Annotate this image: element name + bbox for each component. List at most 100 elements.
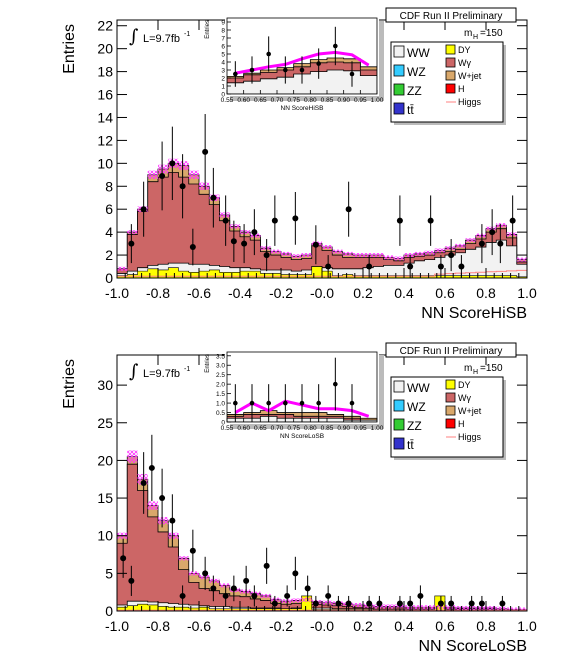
panel1-data-point (284, 592, 291, 599)
panel1-y-tick-label: 5 (105, 565, 113, 581)
panel1-inset-x-tick-label: 0.65 (254, 425, 267, 432)
panel1-legend-swatch (445, 418, 456, 429)
panel1-data-point (128, 577, 135, 584)
panel1-data-point (312, 600, 319, 607)
panel0-legend-swatch (445, 44, 456, 55)
panel0-inset-x-tick-label: 0.75 (287, 97, 300, 104)
panel1-x-tick-label: -0.8 (146, 618, 170, 634)
panel1-x-axis-label: NN ScoreLoSB (419, 638, 528, 655)
panel0-uncertainty-band (434, 248, 445, 253)
panel0-uncertainty-band (199, 182, 210, 190)
panel1-inset-x-label: NN ScoreLoSB (280, 433, 324, 440)
panel0-data-point (128, 240, 135, 247)
panel1-uncertainty-band (127, 450, 138, 463)
panel1-uncertainty-band (414, 605, 425, 610)
panel1-inset-data-point (349, 400, 355, 406)
panel0-inset-x-tick-label: 0.55 (221, 97, 234, 104)
panel0-uncertainty-band (506, 232, 517, 237)
panel1-data-point (189, 547, 196, 554)
panel1-lumi-text: L=9.7fb (143, 368, 180, 380)
panel0-data-point (312, 241, 319, 248)
panel1-inset-y-tick-label: 3.5 (216, 353, 225, 360)
panel1-y-tick-label: 30 (97, 377, 113, 393)
panel1-x-tick-label: 1.0 (517, 618, 537, 634)
panel0-legend-swatch (445, 70, 456, 81)
panel0-mass-subscript: H (473, 34, 478, 41)
panel0-uncertainty-band (496, 223, 507, 228)
panel0-uncertainty-band (229, 224, 240, 229)
panel1-uncertainty-band (260, 593, 271, 598)
panel0-data-point (437, 263, 444, 270)
panel1-y-tick-label: 20 (97, 452, 113, 468)
panel1-x-tick-label: -0.0 (310, 618, 334, 634)
panel1-inset-data-point (333, 381, 338, 387)
panel0-uncertainty-band (322, 245, 333, 250)
panel0-uncertainty-band (147, 170, 158, 179)
panel1-legend-swatch (445, 379, 456, 390)
panel0-y-tick-label: 10 (97, 155, 113, 171)
panel1-stack-group (117, 434, 527, 611)
panel0-inset-x-tick-label: 0.90 (337, 97, 350, 104)
panel1-integral-symbol: ∫ (129, 361, 139, 382)
panel1-inset-data-point (283, 400, 288, 406)
panel0-x-tick-label: 0.6 (435, 285, 455, 301)
panel1-legend-swatch (393, 437, 405, 450)
panel0-uncertainty-band (342, 251, 353, 256)
panel0-uncertainty-band (219, 212, 230, 218)
panel1-inset-y-tick-label: 1.0 (216, 401, 225, 408)
panel0-uncertainty-band (260, 246, 271, 251)
panel1-legend-swatch (393, 380, 405, 393)
panel0-legend-label: Wγ (458, 58, 471, 68)
panel0-data-point (210, 194, 217, 201)
bottom-histogram-panel: -1.0 -0.8 -0.6 -0.4 -0.2 -0.0 0.2 0.4 0.6 0.8 1.00… (61, 342, 537, 655)
panel0-inset-x-tick-label: 0.70 (271, 97, 284, 104)
panel0-inset-data-point (233, 71, 238, 77)
panel1-legend-label: W+jet (458, 406, 482, 416)
panel0-y-tick-label: 0 (105, 270, 113, 286)
panel1-inset-data-point (299, 400, 305, 406)
panel0-legend-label: WW (407, 46, 430, 60)
panel1-uncertainty-band (486, 605, 497, 610)
panel0-stack-group (117, 114, 527, 278)
panel0-inset-y-tick-label: 9 (221, 20, 225, 27)
panel0-legend-label: tt̄ (407, 103, 414, 117)
panel1-data-point (292, 570, 299, 577)
panel1-uncertainty-band (301, 597, 312, 602)
panel1-data-point (210, 585, 217, 592)
panel0-uncertainty-band (352, 253, 363, 258)
panel1-uncertainty-band (270, 597, 281, 602)
panel0-data-point (179, 183, 186, 190)
panel1-inset-y-tick-label: 2.5 (216, 372, 225, 379)
panel1-inset-y-tick-label: 0 (221, 420, 225, 427)
panel0-inset-frame (226, 17, 378, 95)
panel1-uncertainty-band (199, 575, 210, 580)
panel0-uncertainty-band (178, 161, 189, 171)
panel1-uncertainty-band (373, 604, 384, 609)
panel1-inset-x-tick-label: 0.55 (221, 425, 234, 432)
panel1-uncertainty-band (352, 602, 363, 607)
panel0-data-point (407, 263, 414, 270)
panel0-inset-y-tick-label: 3 (221, 68, 225, 75)
panel1-uncertainty-band (465, 605, 476, 610)
panel0-uncertainty-band (424, 250, 435, 255)
panel0-data-point (230, 238, 237, 245)
panel1-uncertainty-band (434, 605, 445, 610)
panel0-uncertainty-band (475, 233, 486, 238)
panel0-data-point (366, 263, 373, 270)
panel1-title-box (385, 342, 517, 358)
panel0-uncertainty-band (281, 251, 292, 256)
panel1-inset-x-tick-label: 0.70 (271, 425, 284, 432)
panel0-x-tick-label: -0.8 (146, 285, 170, 301)
panel0-mass-label: m (464, 28, 472, 39)
panel1-uncertainty-band (496, 606, 507, 611)
panel1-inset-x-tick-label: 1.00 (371, 425, 384, 432)
panel0-inset-data-point (299, 67, 305, 73)
panel0-legend-swatch (445, 57, 456, 68)
panel1-uncertainty-band (424, 605, 435, 610)
panel0-uncertainty-band (301, 253, 312, 258)
panel1-mass-value: =150 (480, 363, 503, 374)
panel1-x-tick-label: -1.0 (105, 618, 129, 634)
panel1-data-point (396, 600, 403, 607)
panel1-uncertainty-band (158, 517, 169, 525)
panel1-inset-x-tick-label: 0.60 (237, 425, 250, 432)
